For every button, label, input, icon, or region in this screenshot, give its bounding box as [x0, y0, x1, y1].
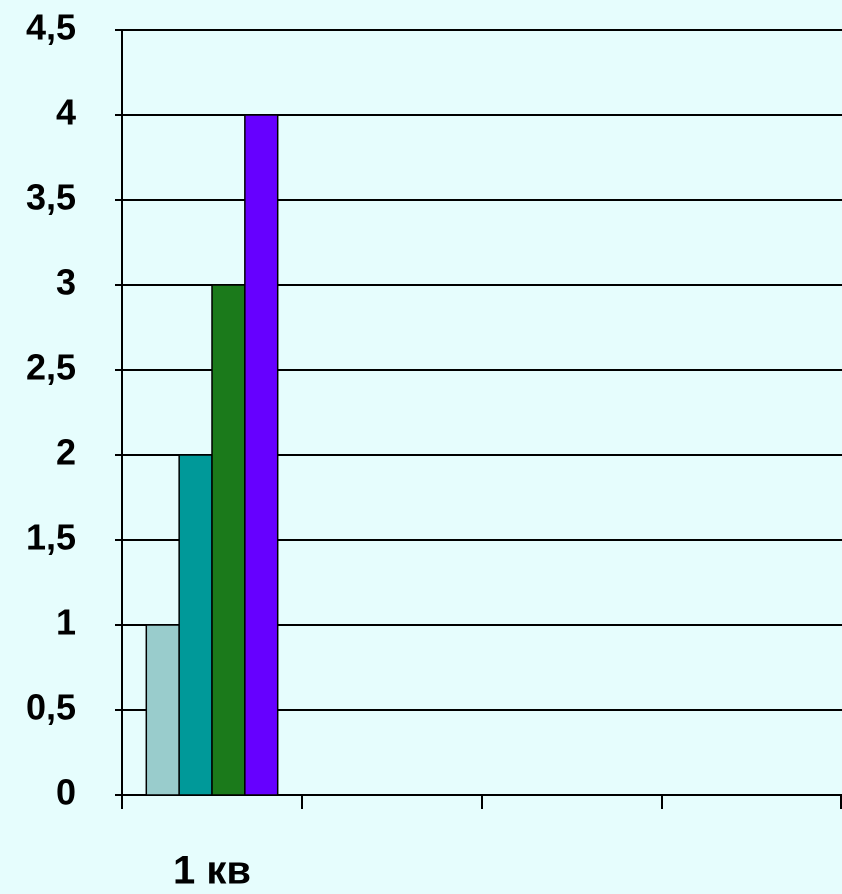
- y-tick-label: 4: [56, 92, 76, 133]
- y-tick-label: 4,5: [26, 7, 76, 48]
- bar: [244, 114, 279, 796]
- y-tick-label: 3,5: [26, 177, 76, 218]
- y-tick-label: 0,5: [26, 687, 76, 728]
- y-tick-label: 2,5: [26, 347, 76, 388]
- x-tick-label: 1 кв: [173, 849, 251, 893]
- y-tick-label: 1,5: [26, 517, 76, 558]
- y-tick-label: 0: [56, 772, 76, 813]
- bar: [211, 284, 246, 796]
- y-tick-label: 2: [56, 432, 76, 473]
- bar: [145, 624, 180, 796]
- y-tick-label: 1: [56, 602, 76, 643]
- y-tick-label: 3: [56, 262, 76, 303]
- bar: [178, 454, 213, 796]
